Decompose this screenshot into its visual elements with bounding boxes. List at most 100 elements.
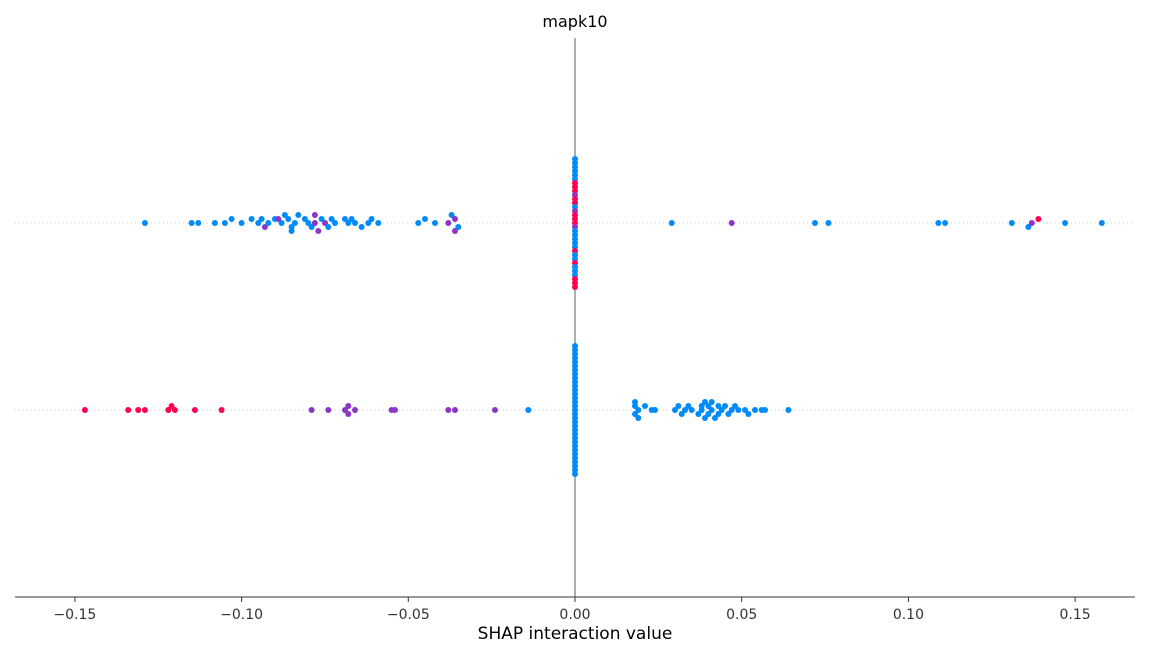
data-point [675, 403, 682, 409]
x-tick-label: 0.05 [726, 607, 757, 623]
data-point [705, 411, 712, 417]
data-point [432, 220, 438, 226]
data-point [705, 403, 712, 409]
data-point [452, 407, 458, 413]
x-axis-label: SHAP interaction value [477, 624, 673, 644]
data-point [445, 220, 452, 226]
data-point [165, 407, 172, 413]
data-point [368, 216, 375, 222]
data-point [195, 220, 202, 226]
data-point [1025, 224, 1032, 230]
data-point [695, 411, 702, 417]
data-point [455, 224, 462, 230]
data-point [572, 284, 578, 290]
data-point [238, 220, 245, 226]
x-tick-label: 0.00 [559, 607, 590, 623]
data-point [325, 407, 332, 413]
data-point [652, 407, 658, 413]
data-point [572, 471, 578, 477]
data-point [642, 403, 648, 409]
data-point [348, 216, 355, 222]
data-point [345, 411, 352, 417]
data-point [392, 407, 398, 413]
data-point [725, 411, 732, 417]
data-point [735, 407, 742, 413]
data-point [211, 220, 218, 226]
data-point [311, 220, 318, 226]
data-point [261, 224, 268, 230]
data-point [632, 399, 638, 405]
data-point [1028, 220, 1035, 226]
data-point [358, 224, 365, 230]
data-point [732, 403, 738, 409]
data-point [191, 407, 198, 413]
data-point [315, 228, 322, 234]
data-point [342, 216, 348, 222]
data-point [942, 220, 949, 226]
x-tick-label: 0.15 [1060, 607, 1091, 623]
data-point [171, 407, 178, 413]
data-point [415, 220, 422, 226]
data-point [352, 407, 358, 413]
data-point [295, 212, 302, 218]
data-point [318, 216, 325, 222]
data-point [365, 220, 372, 226]
data-point [188, 220, 195, 226]
data-point [1035, 216, 1042, 222]
data-point [265, 220, 272, 226]
data-point [715, 411, 722, 417]
data-point [308, 224, 315, 230]
data-point [328, 216, 335, 222]
x-tick-label: −0.05 [387, 607, 430, 623]
data-point [141, 407, 148, 413]
data-point [125, 407, 132, 413]
x-tick-label: −0.10 [220, 607, 263, 623]
x-tick-label: −0.15 [53, 607, 96, 623]
data-point [728, 407, 735, 413]
data-points [81, 156, 1105, 477]
data-point [168, 403, 175, 409]
data-point [718, 407, 725, 413]
data-point [311, 212, 318, 218]
data-point [281, 212, 288, 218]
data-point [301, 216, 308, 222]
data-point [285, 216, 292, 222]
data-point [728, 220, 735, 226]
x-axis-ticks: −0.15 −0.10 −0.05 0.00 0.05 0.10 0.15 [53, 597, 1091, 623]
data-point [332, 220, 338, 226]
data-point [632, 411, 638, 417]
data-point [715, 403, 722, 409]
data-point [452, 216, 458, 222]
data-point [305, 220, 312, 226]
chart-title: mapk10 [542, 12, 608, 31]
data-point [275, 216, 282, 222]
data-point [745, 411, 752, 417]
data-point [1098, 220, 1105, 226]
data-point [375, 220, 382, 226]
data-point [452, 228, 458, 234]
data-point [685, 403, 692, 409]
data-point [345, 220, 352, 226]
data-point [218, 407, 225, 413]
data-point [668, 220, 675, 226]
data-point [221, 220, 228, 226]
data-point [422, 216, 428, 222]
data-point [255, 220, 262, 226]
data-point [688, 407, 695, 413]
data-point [325, 224, 332, 230]
data-point [248, 216, 255, 222]
x-tick-label: 0.10 [893, 607, 924, 623]
data-point [722, 403, 728, 409]
data-point [342, 407, 348, 413]
data-point [448, 212, 455, 218]
data-point [682, 407, 688, 413]
data-point [445, 407, 452, 413]
data-point [1008, 220, 1015, 226]
data-point [762, 407, 768, 413]
data-point [278, 220, 285, 226]
data-point [712, 415, 718, 421]
data-point [81, 407, 88, 413]
data-point [708, 407, 715, 413]
data-point [228, 216, 235, 222]
data-point [141, 220, 148, 226]
